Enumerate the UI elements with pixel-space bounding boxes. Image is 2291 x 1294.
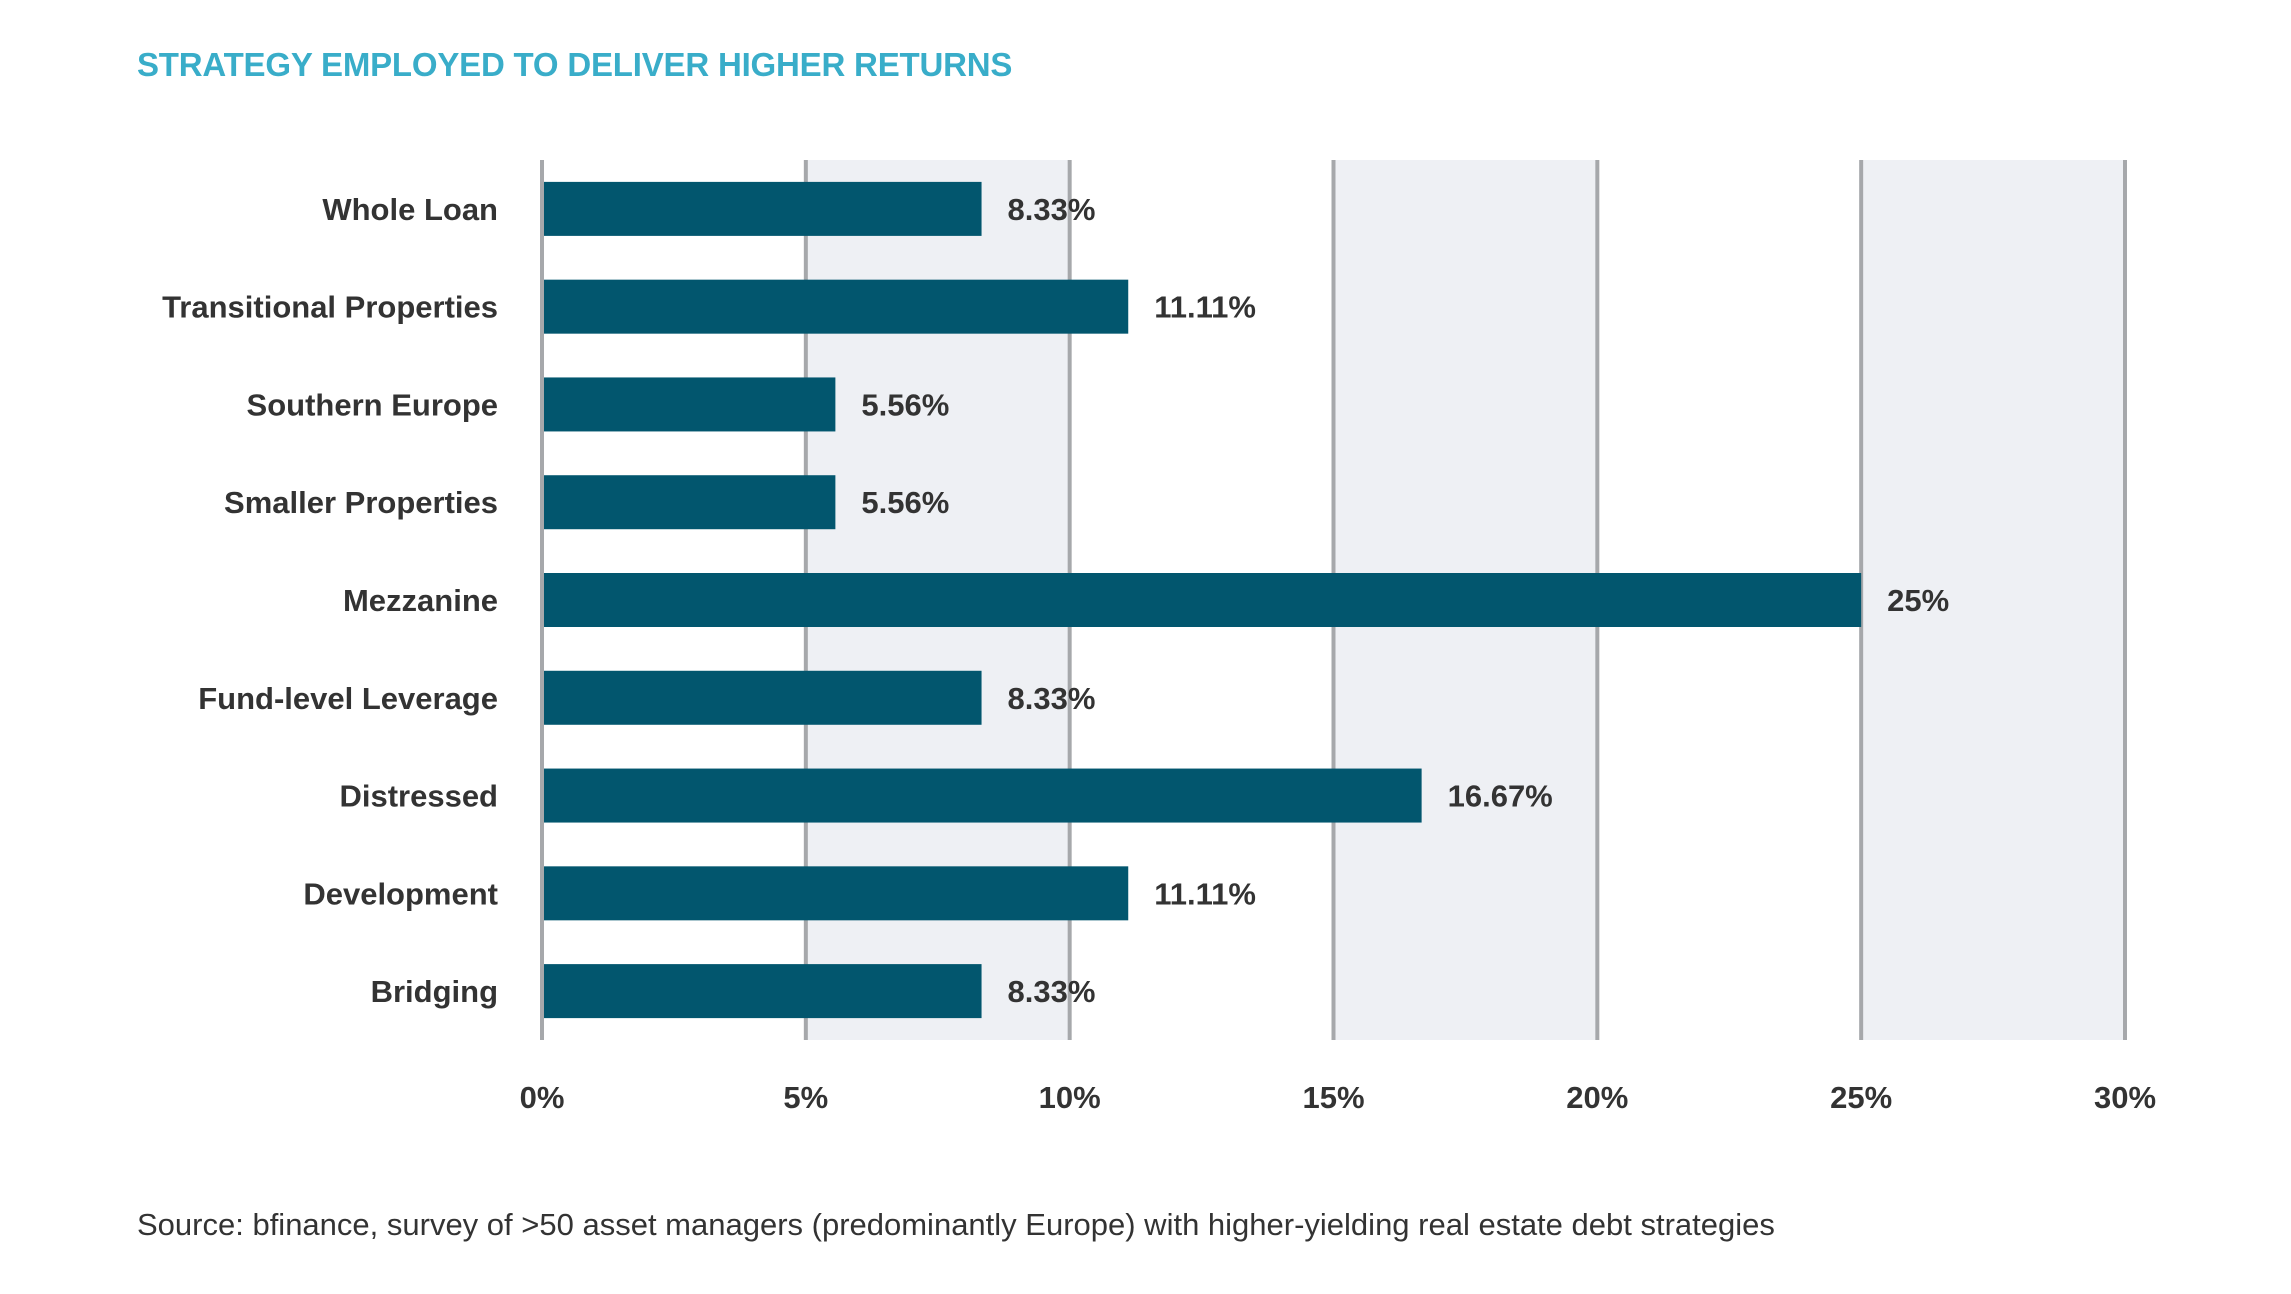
bar	[544, 181, 982, 236]
bar	[544, 866, 1129, 921]
background-band	[1861, 160, 2125, 1040]
category-label: Development	[303, 876, 498, 911]
value-label: 8.33%	[1008, 192, 1096, 227]
x-tick-labels: 0% 5% 10% 15% 20% 25% 30%	[520, 1080, 2156, 1115]
bar	[544, 573, 1862, 627]
x-tick-label: 30%	[2094, 1080, 2156, 1115]
value-label: 25%	[1887, 583, 1949, 618]
category-label: Bridging	[371, 974, 498, 1009]
x-tick-label: 25%	[1830, 1080, 1892, 1115]
category-label: Smaller Properties	[224, 485, 498, 520]
x-tick-label: 0%	[520, 1080, 565, 1115]
source-note: Source: bfinance, survey of >50 asset ma…	[137, 1207, 1775, 1242]
x-tick-label: 20%	[1566, 1080, 1628, 1115]
category-label: Transitional Properties	[162, 290, 498, 325]
x-tick-label: 10%	[1039, 1080, 1101, 1115]
value-label: 8.33%	[1008, 681, 1096, 716]
category-labels: Whole Loan Transitional Properties Souther…	[162, 192, 498, 1009]
x-tick-label: 5%	[783, 1080, 828, 1115]
value-label: 11.11%	[1154, 876, 1256, 911]
chart-title: STRATEGY EMPLOYED TO DELIVER HIGHER RETU…	[137, 46, 1013, 83]
category-label: Mezzanine	[343, 583, 498, 618]
category-label: Distressed	[339, 779, 498, 814]
value-labels: 8.33% 11.11% 5.56% 5.56% 25% 8.33% 16.67% 11.11…	[861, 192, 1949, 1009]
value-label: 11.11%	[1154, 290, 1256, 325]
category-label: Southern Europe	[247, 387, 498, 422]
bar	[544, 279, 1129, 334]
value-label: 16.67%	[1448, 779, 1553, 814]
bar	[544, 670, 982, 725]
value-label: 8.33%	[1008, 974, 1096, 1009]
x-tick-label: 15%	[1302, 1080, 1364, 1115]
bar	[544, 768, 1422, 823]
value-label: 5.56%	[861, 485, 949, 520]
bar	[544, 964, 982, 1019]
bars	[544, 181, 1862, 1019]
category-label: Fund-level Leverage	[198, 681, 498, 716]
value-label: 5.56%	[861, 387, 949, 422]
category-label: Whole Loan	[322, 192, 498, 227]
bar	[544, 475, 836, 530]
bar	[544, 377, 836, 432]
